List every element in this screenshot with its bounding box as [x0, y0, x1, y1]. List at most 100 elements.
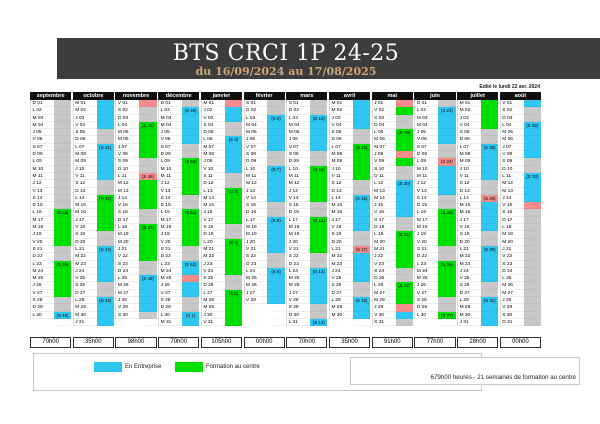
day-cell: J 31: [457, 318, 499, 327]
day-status-strip: [395, 107, 413, 115]
day-status-strip: (S 22): [395, 282, 413, 290]
day-status-strip: [438, 253, 456, 261]
day-cell: D 13: [72, 187, 114, 195]
day-status-strip: (S 32): [523, 121, 541, 130]
day-cell: M 03: [158, 114, 200, 122]
day-status-strip: [310, 194, 328, 203]
day-label: L 23: [414, 260, 439, 268]
day-cell: V 14: [286, 194, 328, 203]
day-status-strip: [139, 151, 157, 159]
day-cell: S 12: [72, 180, 114, 188]
day-status-strip: [139, 253, 157, 261]
day-cell: S 14: [158, 194, 200, 203]
day-status-strip: [224, 172, 243, 181]
day-cell: V 21: [243, 245, 285, 254]
day-cell: M 26: [499, 282, 541, 290]
day-label: V 16: [371, 209, 396, 217]
day-label: J 12: [158, 180, 183, 188]
day-status-strip: [523, 165, 541, 173]
day-label: D 08: [158, 151, 183, 159]
day-label: J 17: [328, 216, 353, 225]
day-label: S 14: [414, 194, 439, 203]
day-status-strip: [267, 238, 285, 246]
day-status-strip: [139, 260, 157, 268]
day-status-strip: [523, 289, 541, 298]
day-cell: M 12: [499, 180, 541, 188]
day-label: S 11: [200, 172, 225, 181]
day-cell: D 15: [414, 202, 456, 210]
day-status-strip: [523, 318, 541, 327]
day-label: S 14: [30, 194, 54, 203]
month-header: septembre: [30, 92, 72, 100]
day-cell: S 19: [328, 231, 371, 239]
day-label: V 24: [200, 267, 225, 276]
day-cell: S 26: [457, 282, 499, 290]
day-status-strip: [310, 187, 328, 195]
day-cell: M 30: [72, 311, 114, 319]
day-cell: M 08: [457, 151, 499, 159]
day-cell: D 02: [243, 107, 285, 115]
day-cell: V 07: [243, 143, 285, 152]
day-status-strip: [310, 100, 328, 108]
day-status-strip: [352, 267, 371, 276]
day-cell: M 10: [158, 165, 200, 173]
day-status-strip: [224, 253, 243, 261]
day-cell: J 20: [286, 238, 328, 246]
day-cell: S 15: [286, 202, 328, 210]
day-cell: J 14: [499, 194, 541, 203]
day-cell: L 21 (S 43): [72, 245, 114, 254]
day-cell: M 29: [328, 304, 371, 312]
day-status-strip: [96, 253, 114, 261]
day-cell: M 19: [243, 231, 285, 239]
day-status-strip: [480, 121, 499, 130]
day-cell: M 27: [115, 289, 157, 298]
day-label: L 18: [499, 224, 524, 232]
day-status-strip: [139, 245, 157, 254]
day-status-strip: [438, 297, 456, 305]
day-label: V 27: [414, 289, 439, 298]
day-cell: D 08: [414, 151, 456, 159]
day-status-strip: [224, 209, 243, 217]
day-status-strip: [310, 275, 328, 283]
day-cell: M 04: [286, 121, 328, 130]
day-label: D 25: [371, 275, 396, 283]
day-label: L 07: [328, 143, 353, 152]
day-status-strip: [352, 289, 371, 298]
day-status-strip: [395, 121, 413, 130]
day-status-strip: [310, 231, 328, 239]
day-status-strip: [96, 209, 114, 217]
day-status-strip: [480, 253, 499, 261]
day-label: V 22: [115, 253, 140, 261]
day-label: L 02: [30, 107, 54, 115]
day-status-strip: [523, 194, 541, 203]
day-label: M 04: [30, 121, 54, 130]
day-status-strip: [96, 260, 114, 268]
day-label: [30, 318, 54, 327]
day-cell: J 28: [499, 297, 541, 305]
day-label: M 17: [30, 216, 54, 225]
day-status-strip: [267, 260, 285, 268]
day-label: M 29: [72, 304, 97, 312]
day-cell: V 04: [457, 121, 499, 130]
day-status-strip: [96, 136, 114, 144]
day-status-strip: [310, 311, 328, 319]
day-status-strip: [53, 121, 72, 130]
day-status-strip: [182, 253, 200, 261]
day-label: V 04: [72, 121, 97, 130]
day-label: M 12: [243, 180, 268, 188]
day-label: L 28: [457, 297, 481, 305]
day-cell: L 24 (S 9): [243, 267, 285, 276]
day-cell: M 19: [499, 231, 541, 239]
day-label: S 05: [328, 129, 353, 137]
day-status-strip: [310, 151, 328, 159]
day-status-strip: [96, 121, 114, 130]
day-label: L 12: [371, 180, 396, 188]
day-label: D 09: [286, 158, 311, 166]
day-status-strip: [352, 319, 371, 327]
day-cell: L 30 (S 1): [158, 311, 200, 319]
day-cell: M 31: [158, 318, 200, 327]
day-cell: J 19: [414, 231, 456, 239]
day-label: V 15: [499, 202, 524, 210]
month-column-juin: juin D 01 L 02 (S 23) M 03 M 04 J 05 V 06 S 07 D …: [414, 92, 456, 327]
